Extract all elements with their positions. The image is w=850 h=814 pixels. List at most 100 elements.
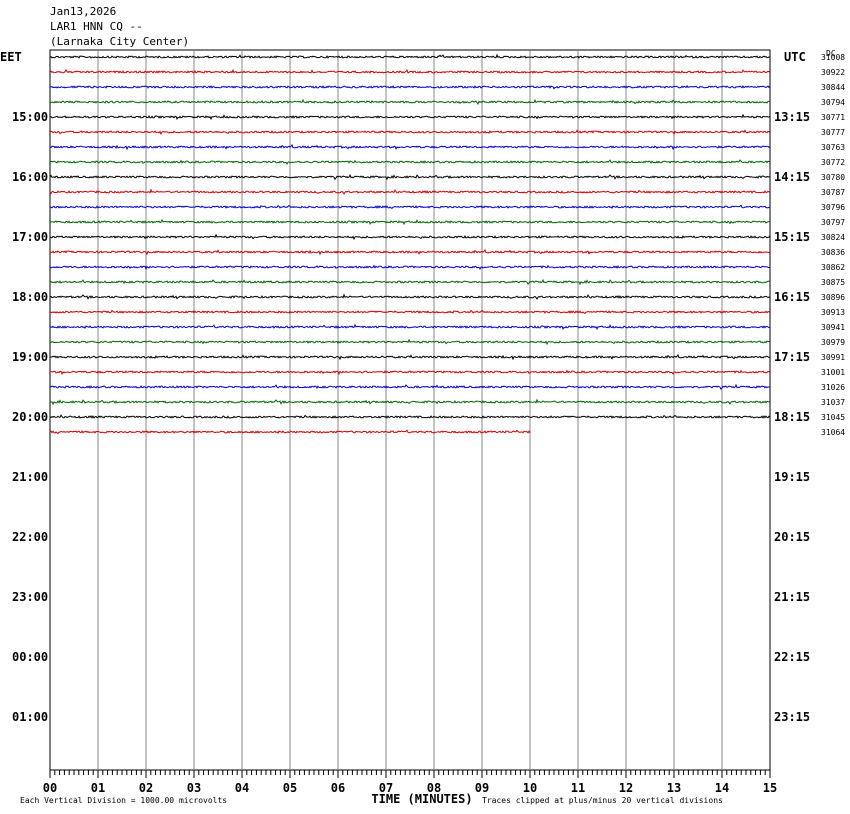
dc-value-label: 30777: [821, 128, 845, 137]
footer-clip-note: Traces clipped at plus/minus 20 vertical…: [482, 796, 723, 805]
station-id: LAR1 HNN CQ --: [50, 20, 143, 33]
x-tick-label: 01: [91, 781, 105, 795]
dc-value-label: 30796: [821, 203, 845, 212]
row-label-left: 21:00: [12, 470, 48, 484]
station-location: (Larnaka City Center): [50, 35, 190, 48]
dc-column-label: DC: [826, 49, 836, 58]
trace-line: [49, 68, 771, 74]
trace-line: [49, 129, 771, 136]
x-tick-label: 13: [667, 781, 681, 795]
x-tick-label: 15: [763, 781, 777, 795]
dc-value-label: 31001: [821, 368, 845, 377]
dc-value-label: 31064: [821, 428, 845, 437]
trace-line: [49, 188, 771, 195]
dc-value-label: 30797: [821, 218, 845, 227]
row-label-left: 20:00: [12, 410, 48, 424]
x-tick-label: 07: [379, 781, 393, 795]
trace-line: [49, 248, 771, 256]
trace-line: [49, 383, 771, 391]
trace-line: [49, 278, 771, 286]
trace-line: [49, 369, 771, 376]
trace-line: [49, 353, 771, 361]
x-axis-title: TIME (MINUTES): [371, 792, 472, 806]
x-tick-label: 09: [475, 781, 489, 795]
dc-value-label: 30979: [821, 338, 845, 347]
row-label-right: 22:15: [774, 650, 810, 664]
dc-value-label: 30824: [821, 233, 845, 242]
dc-value-label: 30787: [821, 188, 845, 197]
trace-line: [49, 293, 771, 300]
row-label-left: 19:00: [12, 350, 48, 364]
trace-line: [49, 113, 771, 121]
dc-value-label: 30772: [821, 158, 845, 167]
row-label-left: 16:00: [12, 170, 48, 184]
left-timezone-label: EET: [0, 50, 22, 64]
x-tick-label: 11: [571, 781, 585, 795]
row-label-left: 18:00: [12, 290, 48, 304]
row-label-left: 01:00: [12, 710, 48, 724]
dc-value-label: 30941: [821, 323, 845, 332]
dc-value-label: 30794: [821, 98, 845, 107]
axis-labels: 00 01 02 03 04 05 06 07 08 09 10 11 12 13 14 15 31008 309…: [0, 49, 845, 806]
trace-line: [49, 264, 771, 271]
dc-value-label: 30913: [821, 308, 845, 317]
dc-value-label: 30896: [821, 293, 845, 302]
x-tick-label: 00: [43, 781, 57, 795]
dc-value-label: 30991: [821, 353, 845, 362]
dc-value-label: 31045: [821, 413, 845, 422]
minute-grid: [49, 49, 771, 778]
dc-value-label: 30763: [821, 143, 845, 152]
trace-line: [49, 338, 771, 346]
row-label-right: 23:15: [774, 710, 810, 724]
dc-value-label: 30780: [821, 173, 845, 182]
dc-value-label: 30875: [821, 278, 845, 287]
dc-value-label: 31026: [821, 383, 845, 392]
x-tick-label: 14: [715, 781, 729, 795]
plot-frame: [49, 49, 771, 771]
x-tick-label: 05: [283, 781, 297, 795]
x-tick-label: 04: [235, 781, 249, 795]
trace-line: [49, 173, 771, 181]
trace-line: [49, 218, 771, 226]
dc-value-label: 30844: [821, 83, 845, 92]
row-label-right: 13:15: [774, 110, 810, 124]
trace-line: [49, 98, 770, 106]
x-tick-label: 10: [523, 781, 537, 795]
footer-scale-note: Each Vertical Division = 1000.00 microvo…: [20, 796, 227, 805]
row-label-left: 17:00: [12, 230, 48, 244]
trace-line: [49, 53, 771, 59]
trace-line: [49, 204, 770, 210]
trace-line: [49, 429, 531, 435]
trace-line: [49, 414, 771, 419]
row-label-right: 20:15: [774, 530, 810, 544]
x-tick-label: 03: [187, 781, 201, 795]
row-label-left: 15:00: [12, 110, 48, 124]
trace-line: [49, 309, 771, 315]
dc-value-label: 31008: [821, 53, 845, 62]
trace-line: [49, 233, 771, 241]
trace-line: [50, 323, 771, 331]
dc-value-label: 30862: [821, 263, 845, 272]
trace-line: [49, 84, 771, 90]
right-timezone-label: UTC: [784, 50, 806, 64]
seismic-traces: [49, 53, 771, 435]
x-tick-label: 12: [619, 781, 633, 795]
dc-value-label: 30836: [821, 248, 845, 257]
row-label-left: 23:00: [12, 590, 48, 604]
chart-date: Jan13,2026: [50, 5, 117, 18]
x-tick-label: 06: [331, 781, 345, 795]
dc-value-label: 30922: [821, 68, 845, 77]
row-label-right: 18:15: [774, 410, 810, 424]
row-label-right: 17:15: [774, 350, 810, 364]
trace-line: [50, 398, 771, 406]
dc-value-label: 31037: [821, 398, 845, 407]
row-label-right: 21:15: [774, 590, 810, 604]
row-label-right: 14:15: [774, 170, 810, 184]
row-label-right: 19:15: [774, 470, 810, 484]
trace-line: [49, 159, 771, 165]
row-label-left: 00:00: [12, 650, 48, 664]
x-tick-label: 08: [427, 781, 441, 795]
row-label-left: 22:00: [12, 530, 48, 544]
trace-line: [49, 143, 771, 151]
